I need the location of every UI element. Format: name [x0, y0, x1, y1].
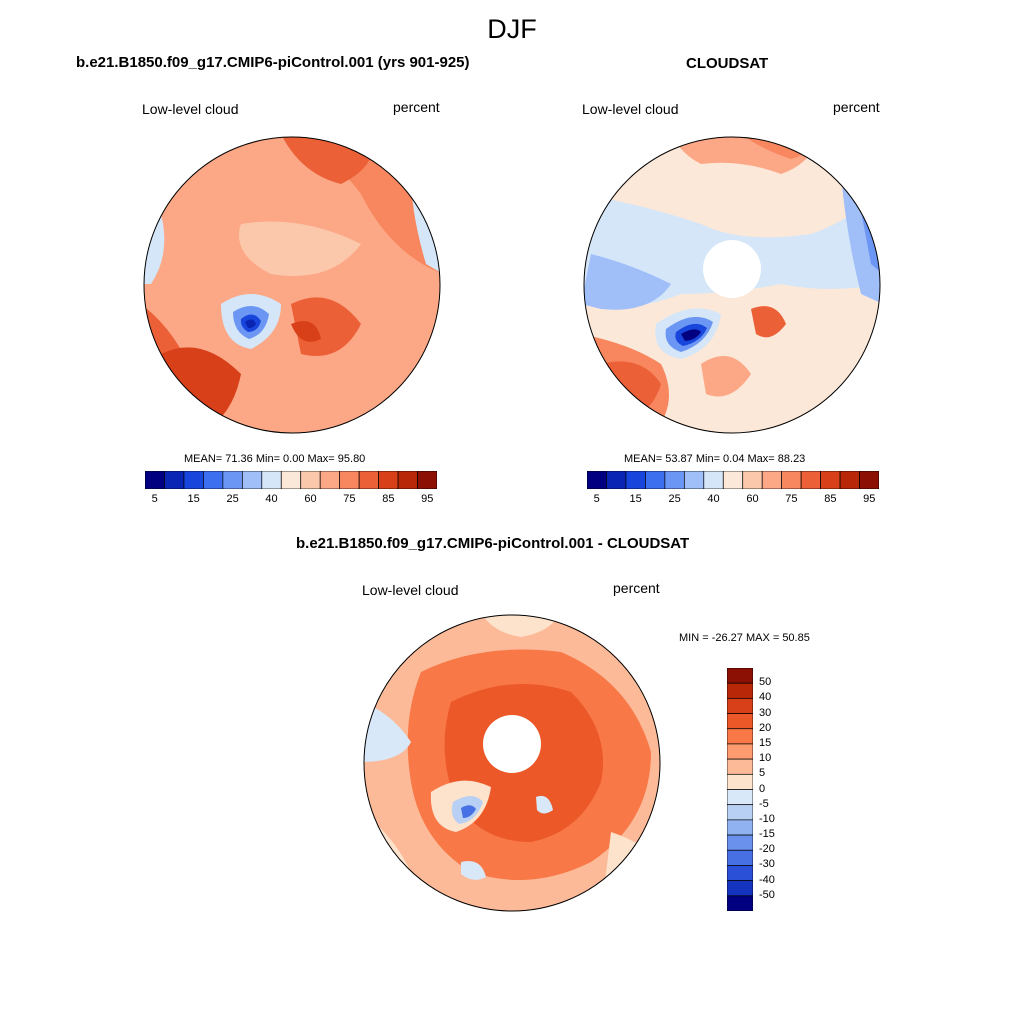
colorbar-swatch — [683, 471, 705, 489]
colorbar-tick-label: -15 — [759, 828, 775, 841]
panel2-variable-label: Low-level cloud — [582, 101, 679, 117]
panel3-units-label: percent — [613, 580, 660, 596]
panel2-stats: MEAN= 53.87 Min= 0.04 Max= 88.23 — [624, 453, 806, 465]
colorbar-tick-label: -5 — [759, 797, 769, 810]
season-title: DJF — [487, 14, 537, 44]
panel1-variable-label: Low-level cloud — [142, 101, 239, 117]
colorbar-tick-label: 95 — [863, 493, 876, 505]
colorbar-swatch — [727, 880, 753, 897]
colorbar-tick-label: 15 — [187, 493, 200, 505]
colorbar-swatch — [606, 471, 627, 489]
colorbar-swatch — [358, 471, 379, 489]
panel1-colorbar — [145, 471, 437, 489]
colorbar-swatch — [727, 895, 753, 911]
colorbar-swatch — [319, 471, 341, 489]
colorbar-tick-label: 40 — [759, 691, 772, 704]
colorbar-swatch — [261, 471, 282, 489]
colorbar-swatch — [820, 471, 841, 489]
colorbar-tick-label: 15 — [629, 493, 642, 505]
colorbar-swatch — [727, 819, 753, 836]
colorbar-tick-label: 30 — [759, 706, 772, 719]
colorbar-tick-label: 25 — [668, 493, 681, 505]
colorbar-swatch — [727, 743, 753, 760]
colorbar-swatch — [839, 471, 860, 489]
panel3-polar-map — [363, 614, 661, 912]
panel3-stats: MIN = -26.27 MAX = 50.85 — [679, 632, 810, 644]
colorbar-swatch — [727, 834, 753, 851]
colorbar-tick-label: 50 — [759, 676, 772, 689]
colorbar-tick-label: 40 — [707, 493, 720, 505]
colorbar-tick-label: 95 — [421, 493, 434, 505]
colorbar-tick-label: -30 — [759, 858, 775, 871]
panel1-title: b.e21.B1850.f09_g17.CMIP6-piControl.001 … — [76, 54, 470, 71]
colorbar-swatch — [664, 471, 685, 489]
colorbar-swatch — [727, 758, 753, 775]
colorbar-swatch — [703, 471, 724, 489]
colorbar-swatch — [800, 471, 821, 489]
colorbar-swatch — [300, 471, 321, 489]
colorbar-swatch — [742, 471, 763, 489]
colorbar-tick-label: 15 — [759, 736, 772, 749]
panel2-colorbar — [587, 471, 879, 489]
colorbar-tick-label: -20 — [759, 843, 775, 856]
colorbar-swatch — [164, 471, 185, 489]
colorbar-tick-label: 25 — [226, 493, 239, 505]
colorbar-swatch — [222, 471, 243, 489]
colorbar-swatch — [241, 471, 263, 489]
colorbar-swatch — [417, 471, 437, 489]
colorbar-swatch — [645, 471, 666, 489]
panel1-polar-map — [143, 136, 441, 434]
panel3-variable-label: Low-level cloud — [362, 582, 459, 598]
colorbar-tick-label: 60 — [746, 493, 759, 505]
panel3-title: b.e21.B1850.f09_g17.CMIP6-piControl.001 … — [296, 535, 690, 552]
panel3-colorbar — [727, 668, 753, 911]
colorbar-swatch — [727, 682, 753, 699]
colorbar-tick-label: 10 — [759, 752, 772, 765]
colorbar-swatch — [727, 865, 753, 881]
colorbar-tick-label: -50 — [759, 888, 775, 901]
panel1-stats: MEAN= 71.36 Min= 0.00 Max= 95.80 — [184, 453, 366, 465]
panel2-units-label: percent — [833, 99, 880, 115]
panel1-units-label: percent — [393, 99, 440, 115]
colorbar-tick-label: 5 — [593, 493, 600, 505]
colorbar-swatch — [625, 471, 646, 489]
colorbar-tick-label: 20 — [759, 721, 772, 734]
colorbar-swatch — [397, 471, 418, 489]
colorbar-tick-label: 0 — [759, 782, 766, 795]
colorbar-tick-label: -10 — [759, 812, 775, 825]
colorbar-swatch — [203, 471, 224, 489]
colorbar-tick-label: 75 — [785, 493, 798, 505]
colorbar-swatch — [280, 471, 302, 489]
colorbar-tick-label: -40 — [759, 873, 775, 886]
colorbar-tick-label: 75 — [343, 493, 356, 505]
colorbar-swatch — [761, 471, 783, 489]
colorbar-tick-label: 85 — [382, 493, 395, 505]
colorbar-swatch — [727, 713, 753, 730]
colorbar-tick-label: 5 — [759, 767, 766, 780]
colorbar-tick-label: 60 — [304, 493, 317, 505]
colorbar-swatch — [378, 471, 399, 489]
colorbar-swatch — [859, 471, 879, 489]
colorbar-swatch — [587, 471, 607, 489]
panel2-polar-map — [583, 136, 881, 434]
colorbar-swatch — [339, 471, 360, 489]
colorbar-swatch — [727, 849, 753, 866]
colorbar-tick-label: 5 — [151, 493, 158, 505]
colorbar-swatch — [722, 471, 744, 489]
colorbar-swatch — [727, 728, 753, 745]
colorbar-tick-label: 40 — [265, 493, 278, 505]
colorbar-swatch — [727, 804, 753, 821]
colorbar-swatch — [727, 773, 753, 790]
colorbar-swatch — [183, 471, 204, 489]
colorbar-swatch — [781, 471, 802, 489]
colorbar-swatch — [145, 471, 165, 489]
colorbar-swatch — [727, 668, 753, 684]
colorbar-swatch — [727, 789, 753, 806]
panel2-title: CLOUDSAT — [686, 55, 769, 72]
colorbar-tick-label: 85 — [824, 493, 837, 505]
colorbar-swatch — [727, 698, 753, 714]
